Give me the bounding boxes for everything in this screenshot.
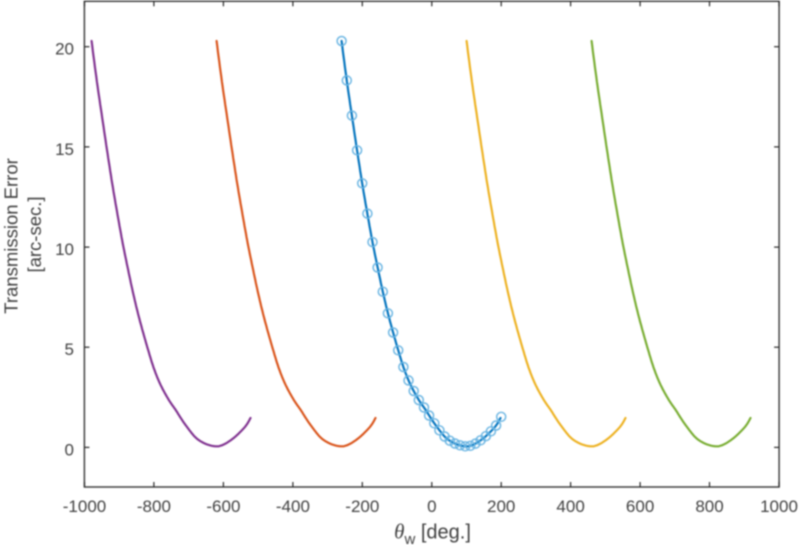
svg-text:-600: -600	[206, 497, 240, 516]
svg-text:200: 200	[487, 497, 515, 516]
svg-text:-1000: -1000	[63, 497, 106, 516]
svg-text:0: 0	[65, 440, 74, 459]
svg-text:400: 400	[556, 497, 584, 516]
svg-text:800: 800	[695, 497, 723, 516]
svg-text:[arc-sec.]: [arc-sec.]	[24, 196, 45, 272]
svg-text:θw [deg.]: θw [deg.]	[394, 520, 471, 545]
svg-text:-200: -200	[345, 497, 379, 516]
svg-text:1000: 1000	[760, 497, 798, 516]
svg-text:Transmission Error: Transmission Error	[1, 158, 22, 314]
svg-text:0: 0	[427, 497, 436, 516]
svg-text:-800: -800	[137, 497, 171, 516]
svg-text:5: 5	[65, 340, 74, 359]
svg-text:20: 20	[55, 40, 74, 59]
svg-text:10: 10	[55, 240, 74, 259]
svg-text:15: 15	[55, 140, 74, 159]
svg-text:-400: -400	[276, 497, 310, 516]
svg-text:600: 600	[626, 497, 654, 516]
